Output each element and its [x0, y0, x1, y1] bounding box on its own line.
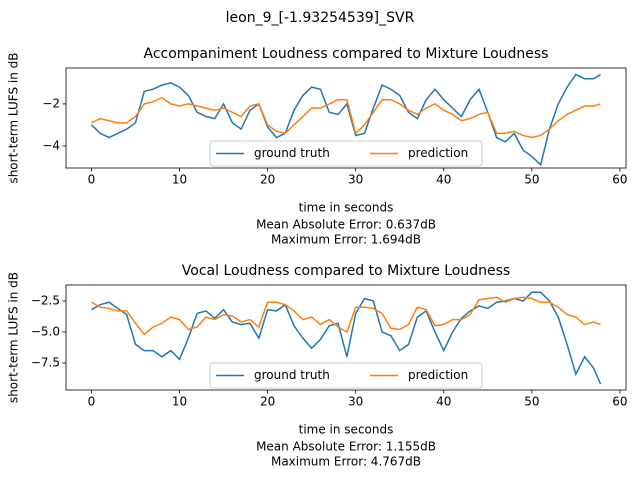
legend-box [209, 362, 483, 389]
x-tick-label: 30 [348, 173, 363, 187]
error-note: Mean Absolute Error: 0.637dB [256, 218, 436, 232]
x-tick-label: 50 [524, 173, 539, 187]
x-tick-label: 40 [436, 395, 451, 409]
x-axis-label: time in seconds [299, 201, 394, 215]
error-note: Maximum Error: 4.767dB [271, 455, 421, 469]
legend-label: prediction [408, 146, 468, 160]
y-tick-label: −7.5 [31, 355, 60, 369]
data-line [91, 291, 602, 385]
x-tick-label: 60 [612, 395, 627, 409]
x-tick-label: 20 [260, 173, 275, 187]
x-tick-label: 50 [524, 395, 539, 409]
legend-box [209, 140, 483, 167]
y-tick-label: −5.0 [31, 324, 60, 338]
legend-label: prediction [408, 368, 468, 382]
legend-label: ground truth [254, 368, 330, 382]
x-tick-label: 0 [88, 395, 96, 409]
x-tick-label: 20 [260, 395, 275, 409]
axes-frame [65, 67, 627, 169]
legend-label: ground truth [254, 146, 330, 160]
axes-title: Vocal Loudness compared to Mixture Loudn… [182, 263, 510, 279]
error-note: Mean Absolute Error: 1.155dB [256, 440, 436, 454]
data-line [91, 96, 601, 139]
axes-frame [65, 284, 627, 391]
y-tick-label: −2.5 [31, 293, 60, 307]
x-tick-label: 30 [348, 395, 363, 409]
axes-title: Accompaniment Loudness compared to Mixtu… [144, 46, 549, 62]
y-axis-label: short-term LUFS in dB [7, 52, 21, 183]
x-tick-label: 60 [612, 173, 627, 187]
y-axis-label: short-term LUFS in dB [7, 272, 21, 403]
y-tick-label: −2 [42, 96, 60, 110]
y-tick-label: −4 [42, 138, 60, 152]
x-tick-label: 10 [172, 173, 187, 187]
error-note: Maximum Error: 1.694dB [271, 233, 421, 247]
data-line [91, 296, 601, 336]
x-tick-label: 10 [172, 395, 187, 409]
x-axis-label: time in seconds [299, 423, 394, 437]
x-tick-label: 40 [436, 173, 451, 187]
x-tick-label: 0 [88, 173, 96, 187]
data-line [90, 73, 601, 167]
figure-title: leon_9_[-1.93254539]_SVR [226, 10, 415, 26]
